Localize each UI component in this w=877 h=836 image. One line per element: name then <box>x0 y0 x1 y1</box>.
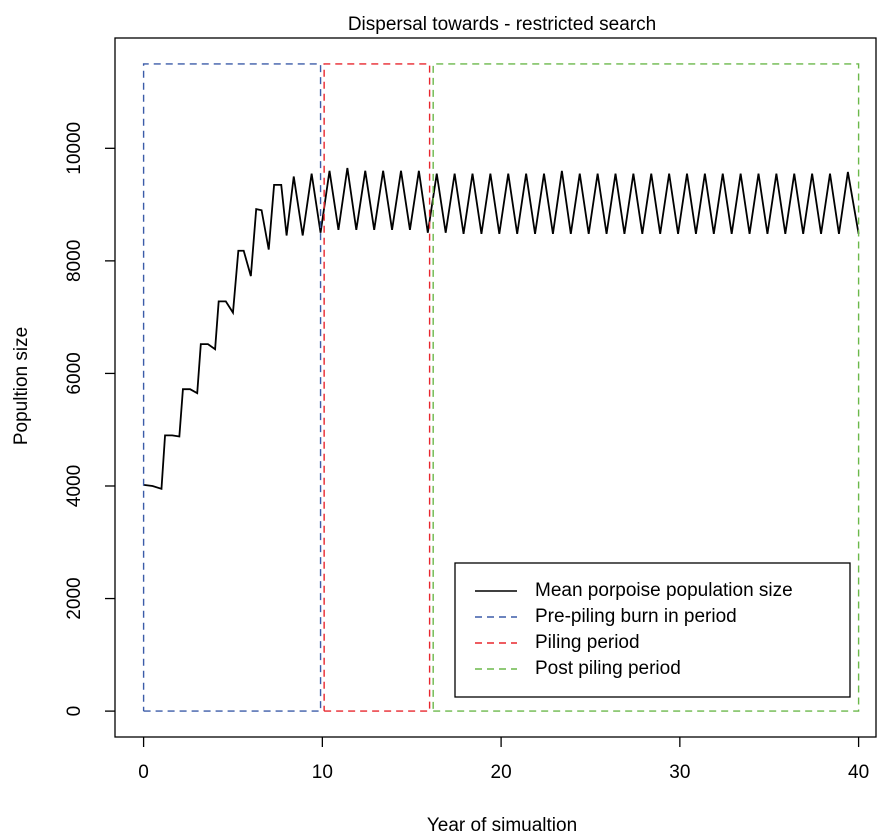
y-axis-label: Popultion size <box>11 327 32 445</box>
plot-frame <box>114 37 877 738</box>
series-line <box>143 167 860 491</box>
y-tick-label: 4000 <box>64 465 85 507</box>
series-line <box>142 63 322 712</box>
legend-label: Mean porpoise population size <box>535 580 793 601</box>
series-line <box>432 63 860 712</box>
legend: Mean porpoise population size Pre-piling … <box>454 562 851 698</box>
y-tick-label: 0 <box>64 706 85 717</box>
x-axis-label: Year of simualtion <box>427 815 577 836</box>
x-tick-label: 20 <box>491 762 512 783</box>
y-tick-label: 6000 <box>64 352 85 394</box>
y-tick-label: 10000 <box>64 122 85 175</box>
chart-title: Dispersal towards - restricted search <box>348 14 656 35</box>
y-tick-label: 8000 <box>64 240 85 282</box>
legend-label: Piling period <box>535 632 640 653</box>
x-tick-label: 30 <box>669 762 690 783</box>
legend-box <box>454 562 851 698</box>
x-tick-label: 40 <box>848 762 869 783</box>
x-tick-label: 0 <box>138 762 149 783</box>
legend-label: Pre-piling burn in period <box>535 606 737 627</box>
x-tick-label: 10 <box>312 762 333 783</box>
legend-label: Post piling period <box>535 658 681 679</box>
y-tick-label: 2000 <box>64 577 85 619</box>
plot-area <box>142 63 860 712</box>
series-line <box>323 63 431 712</box>
